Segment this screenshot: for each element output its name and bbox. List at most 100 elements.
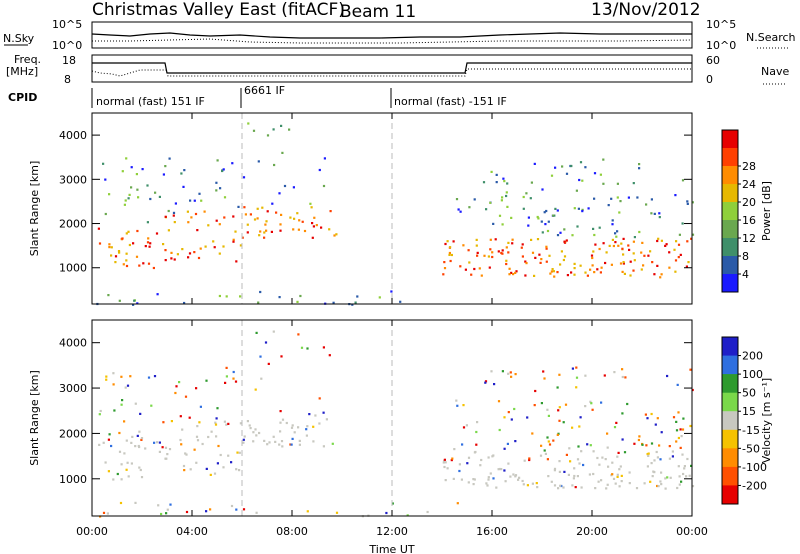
echo-cell xyxy=(511,238,514,241)
echo-cell xyxy=(503,180,506,183)
echo-cell xyxy=(285,421,288,425)
echo-cell xyxy=(243,206,246,209)
echo-cell xyxy=(650,462,653,465)
echo-cell xyxy=(472,478,475,481)
echo-cell xyxy=(681,179,685,182)
echo-cell xyxy=(308,413,311,416)
colorbar-tick-label: 12 xyxy=(742,232,756,245)
echo-cell xyxy=(385,511,388,515)
nsky-panel: N.Sky 10^5 10^0 10^5 10^0 N.Search xyxy=(3,18,796,52)
echo-cell xyxy=(123,452,126,455)
echo-cell xyxy=(242,441,245,444)
echo-cell xyxy=(677,465,680,468)
echo-cell xyxy=(106,512,109,515)
echo-cell xyxy=(658,212,661,215)
echo-cell xyxy=(677,411,680,414)
echo-cell xyxy=(281,151,284,154)
colorbar-swatch xyxy=(722,238,738,257)
echo-cell xyxy=(487,478,490,481)
echo-cell xyxy=(633,442,636,445)
echo-cell xyxy=(195,387,198,390)
echo-cell xyxy=(249,213,252,216)
echo-cell xyxy=(254,388,257,391)
echo-cell xyxy=(467,456,471,459)
echo-cell xyxy=(216,159,219,162)
echo-cell xyxy=(571,367,574,370)
echo-cell xyxy=(179,438,182,442)
echo-cell xyxy=(127,197,130,200)
echo-cell xyxy=(515,270,518,273)
echo-cell xyxy=(478,267,481,270)
echo-cell xyxy=(671,455,674,458)
y-axis-label: Slant Range [km] xyxy=(28,370,41,466)
echo-cell xyxy=(505,246,508,249)
echo-cell xyxy=(580,450,583,453)
echo-cell xyxy=(297,426,300,429)
echo-cell xyxy=(524,274,527,277)
echo-cell xyxy=(144,447,147,450)
colorbar-swatch xyxy=(722,202,738,221)
echo-cell xyxy=(222,466,225,469)
echo-cell xyxy=(218,252,221,255)
echo-cell xyxy=(443,458,446,461)
echo-cell xyxy=(305,434,308,437)
nsearch-label: N.Search xyxy=(746,31,796,44)
echo-cell xyxy=(503,447,506,450)
echo-cell xyxy=(548,254,551,257)
echo-cell xyxy=(613,371,616,374)
echo-cell xyxy=(560,484,563,488)
echo-cell xyxy=(278,443,281,446)
echo-cell xyxy=(234,230,237,233)
echo-cell xyxy=(682,472,685,476)
echo-cell xyxy=(444,242,447,246)
echo-cell xyxy=(280,124,283,127)
echo-cell xyxy=(592,472,595,476)
echo-cell xyxy=(193,199,196,202)
echo-cell xyxy=(556,433,559,436)
echo-cell xyxy=(614,241,617,244)
echo-cell xyxy=(443,261,446,264)
echo-cell xyxy=(480,458,483,462)
echo-cell xyxy=(139,468,142,472)
echo-cell xyxy=(117,250,121,253)
echo-cell xyxy=(614,482,617,485)
echo-cell xyxy=(582,463,585,467)
echo-cell xyxy=(230,504,234,508)
echo-cell xyxy=(528,458,531,462)
echo-cell xyxy=(545,245,548,248)
x-tick-label: 08:00 xyxy=(276,525,308,538)
echo-cell xyxy=(125,468,128,471)
echo-cell xyxy=(548,443,552,446)
echo-cell xyxy=(653,459,656,462)
echo-cell xyxy=(222,245,225,248)
echo-cell xyxy=(309,202,312,205)
echo-cell xyxy=(242,176,246,179)
echo-cell xyxy=(510,271,513,274)
echo-cell xyxy=(293,217,296,220)
echo-cell xyxy=(504,480,507,483)
echo-cell xyxy=(456,502,459,505)
echo-cell xyxy=(586,443,589,446)
echo-cell xyxy=(506,442,509,445)
echo-cell xyxy=(126,384,130,387)
echo-cell xyxy=(596,456,599,460)
echo-cell xyxy=(507,411,510,414)
echo-cell xyxy=(164,165,167,168)
echo-cell xyxy=(268,441,271,444)
echo-cell xyxy=(606,446,609,449)
echo-cell xyxy=(461,443,464,446)
echo-cell xyxy=(476,421,479,424)
colorbar-swatch xyxy=(722,337,738,357)
echo-cell xyxy=(492,222,495,225)
echo-cell xyxy=(619,262,623,265)
echo-cell xyxy=(193,448,196,451)
echo-cell xyxy=(562,421,565,424)
echo-cell xyxy=(205,510,208,513)
echo-cell xyxy=(312,440,315,443)
echo-cell xyxy=(197,256,201,260)
echo-cell xyxy=(632,269,635,272)
echo-cell xyxy=(172,211,176,214)
echo-cell xyxy=(492,454,495,457)
echo-cell xyxy=(649,250,652,253)
echo-cell xyxy=(180,172,183,175)
